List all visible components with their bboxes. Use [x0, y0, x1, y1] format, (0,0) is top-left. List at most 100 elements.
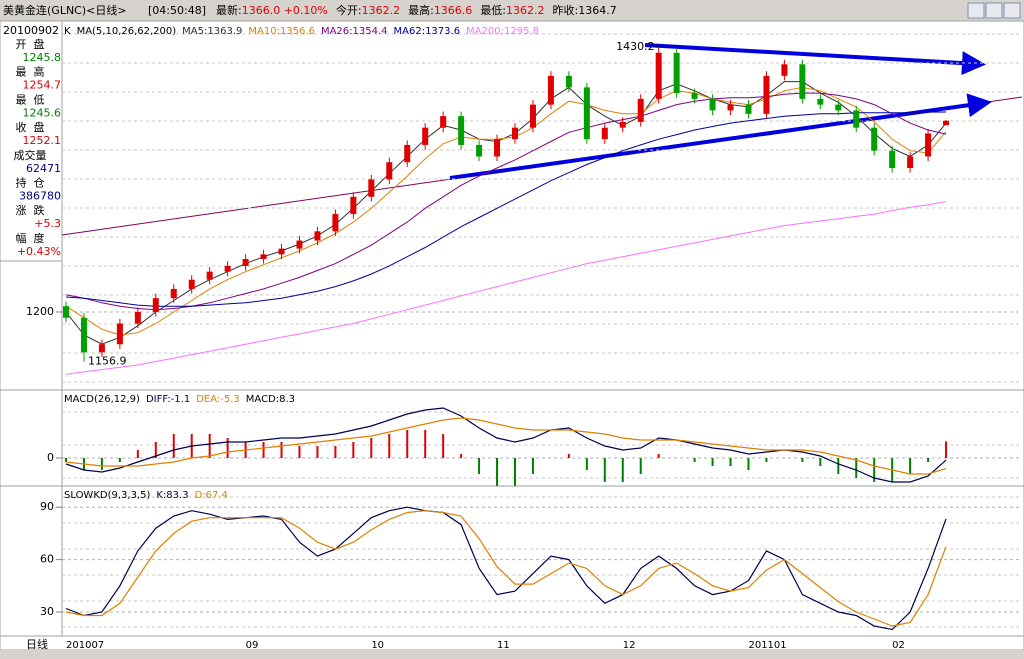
candle-body	[547, 75, 554, 105]
button[interactable]	[967, 2, 985, 19]
candle-body	[368, 179, 375, 197]
candle-body	[440, 116, 447, 128]
quote-value: 1362.2	[362, 4, 401, 17]
candle-body	[152, 298, 159, 312]
info-value: 1254.7	[23, 79, 62, 92]
candle-body	[943, 120, 950, 126]
quote-label: 最低:	[480, 4, 506, 17]
candle-body	[63, 306, 69, 318]
high-annotation: 1430.2	[616, 40, 655, 53]
candle-body	[619, 121, 626, 128]
legend-entry: MA200:1295.8	[466, 26, 539, 37]
candle-body	[80, 317, 87, 353]
legend-entry: MA10:1356.6	[248, 26, 315, 37]
legend-entry: MACD:8.3	[246, 394, 295, 405]
quote-time: [04:50:48]	[148, 4, 206, 17]
candle-body	[565, 75, 572, 88]
candle-body	[925, 133, 932, 157]
quote-value: 1362.2	[506, 4, 545, 17]
info-value: +5.3	[34, 217, 61, 230]
x-tick-label: 09	[246, 640, 259, 651]
quote-value: 1364.7	[578, 4, 617, 17]
button[interactable]	[985, 2, 1003, 19]
y-tick-label: 0	[47, 451, 54, 464]
info-value: 62471	[26, 162, 61, 175]
low-annotation: 1156.9	[88, 355, 127, 368]
candle-body	[476, 144, 483, 157]
indicator-label: SLOWKD(9,3,3,5)	[64, 490, 150, 501]
candle-body	[691, 93, 698, 99]
candle-body	[583, 87, 590, 140]
info-value: 1252.1	[23, 134, 62, 147]
quote-value: 1366.0 +0.10%	[242, 4, 328, 17]
candle-body	[350, 196, 357, 215]
quote-label: 最新:	[216, 3, 242, 17]
candle-body	[422, 127, 429, 145]
indicator-line	[65, 417, 947, 475]
candle-body	[242, 258, 249, 266]
candle-body	[458, 116, 465, 145]
candle-body	[332, 214, 339, 232]
x-tick-label: 201007	[66, 640, 104, 651]
legend-entry: MA5:1363.9	[182, 26, 242, 37]
indicator-line	[65, 201, 947, 375]
candle-body	[835, 104, 842, 111]
x-tick-label: 12	[623, 640, 636, 651]
info-label: 幅 度	[16, 231, 45, 245]
button[interactable]	[1003, 2, 1021, 19]
candle-body	[655, 52, 662, 99]
window-buttons[interactable]	[967, 2, 1021, 19]
candle-body	[278, 248, 285, 255]
candle-body	[709, 98, 716, 111]
indicator-label: MACD(26,12,9)	[64, 394, 140, 405]
status-bar	[0, 650, 1024, 659]
candle-body	[98, 344, 105, 353]
candle-body	[404, 144, 411, 163]
info-label: 开 盘	[16, 37, 45, 51]
legend-entry: D:67.4	[195, 490, 228, 501]
indicator-line	[65, 506, 947, 631]
legend-entry: DEA:-5.3	[196, 394, 240, 405]
indicator-params: MA(5,10,26,62,200)	[77, 26, 177, 37]
indicator-line	[65, 407, 947, 483]
info-label: 涨 跌	[16, 203, 45, 217]
x-tick-label: 201101	[748, 640, 786, 651]
candle-body	[637, 98, 644, 122]
drawn-trendline	[644, 43, 986, 76]
candle-body	[889, 150, 896, 168]
y-tick-label: 1200	[26, 305, 54, 318]
candle-body	[134, 311, 141, 324]
indicator-line	[65, 111, 947, 307]
candle-body	[745, 104, 752, 114]
candle-body	[188, 279, 195, 289]
y-tick-label: 60	[40, 553, 54, 566]
candle-body	[907, 156, 914, 168]
candle-body	[727, 104, 734, 111]
info-label: 最 低	[16, 93, 45, 106]
candle-body	[781, 64, 788, 76]
info-value: 1245.8	[23, 51, 62, 64]
window-title: 美黄金连(GLNC)<日线>	[3, 3, 127, 17]
candle-body	[224, 265, 231, 272]
candle-body	[763, 75, 770, 114]
candle-body	[116, 323, 123, 345]
candle-body	[512, 127, 518, 140]
candle-body	[170, 288, 177, 299]
legend-entry: DIFF:-1.1	[146, 394, 190, 405]
indicator-label: K	[64, 26, 71, 37]
info-label: 持 仓	[16, 176, 45, 190]
legend-entry: K:83.3	[156, 490, 188, 501]
x-tick-label: 10	[371, 640, 384, 651]
x-tick-label: 11	[497, 640, 510, 651]
candle-body	[601, 127, 608, 140]
candle-body	[673, 52, 680, 94]
info-value: 1245.6	[23, 106, 62, 119]
quote-label: 昨收:	[553, 3, 579, 17]
quote-label: 最高:	[408, 3, 434, 17]
y-tick-label: 90	[40, 500, 54, 513]
candle-body	[871, 127, 878, 151]
period-label: 日线	[26, 637, 48, 651]
info-label: 最 高	[16, 65, 45, 79]
